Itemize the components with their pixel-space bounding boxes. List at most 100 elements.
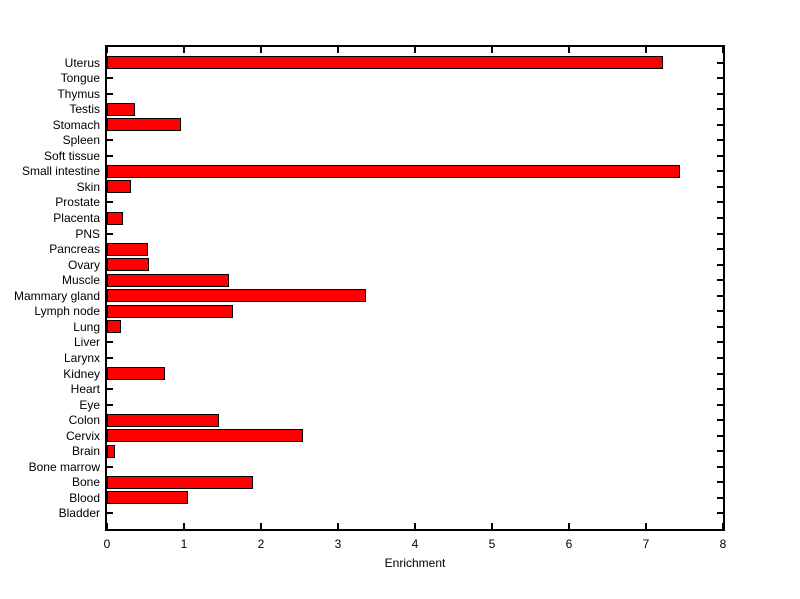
x-axis-tick [568,523,570,529]
y-axis-tick [107,233,113,235]
bar-lymph-node [107,305,233,318]
y-axis-tick-mirror [717,404,723,406]
y-axis-tick-mirror [717,326,723,328]
y-axis-tick-mirror [717,512,723,514]
y-axis-tick [107,388,113,390]
y-tick-label: Brain [71,444,100,459]
x-tick-label: 7 [642,537,650,551]
y-axis-tick-mirror [717,93,723,95]
y-tick-label: Cervix [65,428,100,443]
y-tick-label: Muscle [61,273,100,288]
y-tick-label: Prostate [55,195,100,210]
y-tick-label: Stomach [52,117,100,132]
y-axis-tick-mirror [717,279,723,281]
y-axis-tick-mirror [717,170,723,172]
x-axis-tick-mirror [645,47,647,53]
bar-ovary [107,258,149,271]
x-axis-tick [183,523,185,529]
y-tick-label: Thymus [57,86,100,101]
x-axis-tick [491,523,493,529]
y-axis-tick-mirror [717,481,723,483]
x-tick-label: 3 [334,537,342,551]
y-axis-tick [107,155,113,157]
y-tick-label: Soft tissue [43,148,100,163]
y-axis-tick-mirror [717,295,723,297]
y-axis-tick-mirror [717,310,723,312]
x-axis-tick-mirror [183,47,185,53]
y-axis-tick-mirror [717,186,723,188]
y-tick-label: Uterus [64,55,100,70]
y-tick-label: Pancreas [49,242,100,257]
x-tick-label: 2 [257,537,265,551]
y-axis-tick-mirror [717,62,723,64]
y-axis-tick-mirror [717,139,723,141]
y-axis-tick-mirror [717,264,723,266]
bar-skin [107,180,131,193]
bar-placenta [107,212,123,225]
bar-stomach [107,118,181,131]
y-tick-label: Larynx [63,350,100,365]
y-axis-tick-mirror [717,450,723,452]
x-axis-tick [337,523,339,529]
y-tick-label: Kidney [63,366,100,381]
bar-pancreas [107,243,148,256]
x-axis-tick-mirror [491,47,493,53]
y-axis-tick-mirror [717,466,723,468]
y-axis-tick-mirror [717,77,723,79]
bar-mammary-gland [107,289,366,302]
bar-small-intestine [107,165,680,178]
x-tick-label: 0 [103,537,111,551]
y-axis-tick [107,77,113,79]
plot-area [105,45,725,531]
y-axis-tick-mirror [717,201,723,203]
x-axis-tick-mirror [414,47,416,53]
y-tick-label: Heart [70,382,100,397]
y-tick-label: Tongue [60,71,100,86]
y-tick-label: Placenta [53,211,100,226]
y-axis-tick-mirror [717,497,723,499]
x-axis-tick [722,523,723,529]
x-axis-title: Enrichment [384,556,446,570]
y-tick-label: Lung [73,319,100,334]
y-tick-label: Skin [76,179,100,194]
bar-testis [107,103,135,116]
x-axis-tick [645,523,647,529]
x-tick-label: 4 [411,537,419,551]
y-tick-label: PNS [75,226,100,241]
y-axis-tick-mirror [717,357,723,359]
x-axis-tick-mirror [260,47,262,53]
bar-lung [107,320,121,333]
y-axis-tick [107,341,113,343]
x-tick-label: 1 [180,537,188,551]
y-axis-tick [107,512,113,514]
bar-bone [107,476,253,489]
y-axis-tick [107,466,113,468]
y-tick-label: Lymph node [34,304,100,319]
x-axis-tick [414,523,416,529]
x-axis-tick-mirror [337,47,339,53]
y-axis-tick [107,93,113,95]
bar-muscle [107,274,229,287]
y-tick-label: Eye [79,397,100,412]
y-axis-tick-mirror [717,108,723,110]
x-tick-label: 6 [565,537,573,551]
y-axis-tick [107,404,113,406]
x-tick-label: 5 [488,537,496,551]
y-axis-tick-mirror [717,435,723,437]
y-tick-label: Spleen [62,133,100,148]
bar-brain [107,445,115,458]
y-axis-tick-mirror [717,248,723,250]
y-axis-tick [107,139,113,141]
y-tick-label: Ovary [67,257,100,272]
y-axis-tick-mirror [717,388,723,390]
x-axis-tick-mirror [722,47,723,53]
y-axis-tick-mirror [717,373,723,375]
x-axis-tick [260,523,262,529]
y-tick-label: Testis [69,102,100,117]
y-tick-label: Bone [71,475,100,490]
y-tick-label: Mammary gland [13,288,100,303]
y-axis-tick-mirror [717,124,723,126]
y-tick-label: Blood [69,490,100,505]
bar-uterus [107,56,663,69]
